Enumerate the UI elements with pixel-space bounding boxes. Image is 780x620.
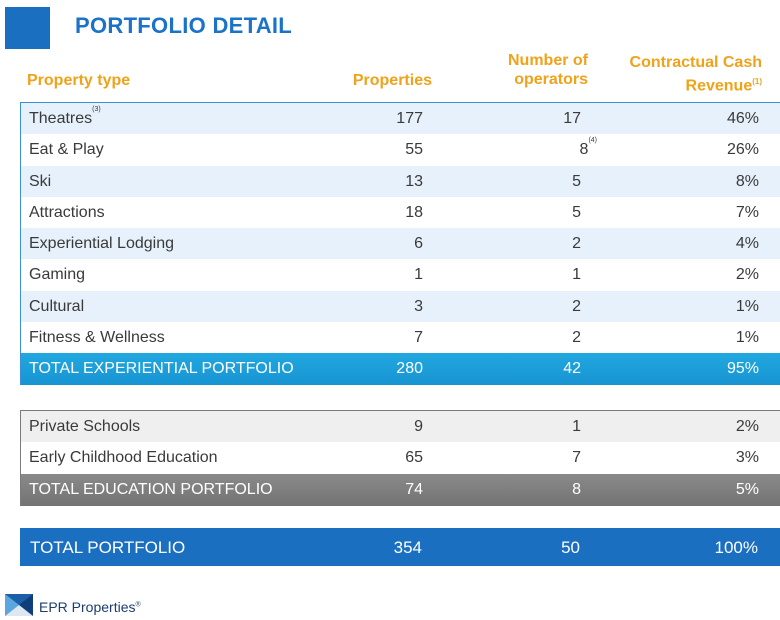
total-name: TOTAL EXPERIENTIAL PORTFOLIO (29, 360, 294, 378)
header-operators-line1: Number of (508, 52, 588, 69)
table-row: Gaming 1 1 2% (21, 259, 780, 290)
grand-total-revenue: 100% (714, 538, 758, 557)
row-operators: 17 (563, 110, 581, 127)
table-row: Fitness & Wellness 7 2 1% (21, 322, 780, 353)
education-table: Private Schools 9 1 2% Early Childhood E… (20, 410, 780, 506)
total-portfolio-row: TOTAL PORTFOLIO 354 50 100% (20, 528, 780, 566)
row-properties: 1 (414, 266, 423, 284)
total-operators: 8 (572, 480, 581, 498)
row-properties: 65 (405, 449, 423, 467)
row-revenue: 3% (735, 449, 759, 467)
row-name: Cultural (29, 297, 85, 315)
header-property-type: Property type (27, 72, 131, 89)
logo-name: EPR Properties (39, 599, 136, 615)
grand-total-operators: 50 (561, 538, 580, 557)
header-revenue: Contractual Cash Revenue(1) (600, 53, 762, 95)
row-name: Ski (29, 172, 52, 190)
table-row: Cultural 3 2 1% (21, 290, 780, 323)
row-revenue: 26% (726, 141, 759, 159)
row-properties: 3 (414, 297, 423, 315)
table-row: Theatres(3) 177 17 46% (21, 103, 780, 135)
total-education-row: TOTAL EDUCATION PORTFOLIO 74 8 5% (21, 473, 780, 506)
row-operators: 1 (572, 266, 581, 284)
row-operators: 2 (572, 329, 581, 347)
logo-trademark: ® (135, 601, 141, 609)
header-operators: Number of operators (480, 51, 588, 89)
row-properties: 18 (405, 203, 423, 221)
row-revenue: 8% (735, 172, 759, 190)
table-row: Eat & Play 55 8(4) 26% (21, 134, 780, 165)
row-note: (3) (92, 105, 101, 113)
total-properties: 280 (396, 360, 423, 378)
row-name: Early Childhood Education (29, 449, 218, 467)
row-revenue: 7% (735, 203, 759, 221)
company-logo-text: EPR Properties® (39, 599, 141, 615)
total-experiential-row: TOTAL EXPERIENTIAL PORTFOLIO 280 42 95% (21, 353, 780, 386)
table-row: Early Childhood Education 65 7 3% (21, 442, 780, 473)
row-name: Private Schools (29, 418, 141, 435)
total-revenue: 95% (726, 360, 759, 378)
table-row: Ski 13 5 8% (21, 165, 780, 197)
row-operators: 2 (572, 235, 581, 253)
total-properties: 74 (405, 480, 423, 498)
header-revenue-line2: Revenue (685, 77, 753, 95)
row-properties: 177 (396, 110, 423, 127)
row-revenue: 2% (735, 266, 759, 284)
row-operators: 7 (572, 449, 581, 467)
row-operators: 5 (572, 172, 581, 190)
row-properties: 6 (414, 235, 423, 253)
row-operators: 5 (572, 203, 581, 221)
epr-logo-icon (5, 594, 33, 616)
operator-note: (4) (588, 136, 597, 144)
header-revenue-note: (1) (752, 77, 762, 86)
total-name: TOTAL EDUCATION PORTFOLIO (29, 480, 273, 498)
header-operators-line2: operators (514, 71, 588, 88)
row-name: Theatres(3) (29, 105, 101, 127)
row-properties: 9 (414, 418, 423, 435)
row-revenue: 1% (735, 297, 759, 315)
total-revenue: 5% (735, 480, 759, 498)
row-operators: 1 (572, 418, 581, 435)
row-operators: 8(4) (579, 136, 597, 159)
header-properties: Properties (352, 72, 432, 89)
experiential-table: Theatres(3) 177 17 46% Eat & Play 55 8(4… (20, 102, 780, 386)
row-name: Attractions (29, 203, 105, 221)
row-name: Fitness & Wellness (29, 329, 165, 347)
row-properties: 13 (405, 172, 423, 190)
row-revenue: 46% (726, 110, 759, 127)
title-accent-block (5, 7, 50, 49)
row-name: Gaming (29, 266, 86, 284)
table-row: Attractions 18 5 7% (21, 197, 780, 228)
row-properties: 7 (414, 329, 423, 347)
page-title: PORTFOLIO DETAIL (75, 13, 293, 38)
row-properties: 55 (405, 141, 423, 159)
table-row: Private Schools 9 1 2% (21, 411, 780, 443)
row-revenue: 1% (735, 329, 759, 347)
row-name: Experiential Lodging (29, 235, 174, 253)
header-revenue-line1: Contractual Cash (629, 54, 762, 71)
row-name: Eat & Play (29, 141, 104, 159)
table-row: Experiential Lodging 6 2 4% (21, 228, 780, 260)
row-revenue: 4% (735, 235, 759, 253)
grand-total-properties: 354 (393, 538, 422, 557)
total-operators: 42 (563, 360, 581, 378)
grand-total-name: TOTAL PORTFOLIO (30, 538, 186, 557)
row-revenue: 2% (735, 418, 759, 435)
row-operators: 2 (572, 297, 581, 315)
